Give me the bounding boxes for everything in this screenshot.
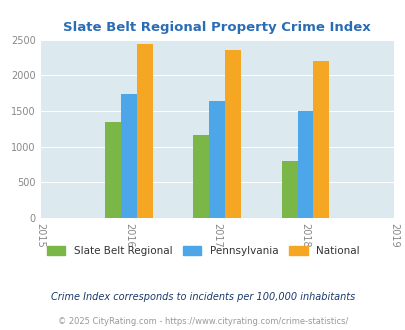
Bar [136,44,152,218]
Bar [105,121,121,218]
Bar [193,135,209,218]
Bar [209,101,225,218]
Bar [281,161,297,218]
Bar [225,50,241,218]
Text: Crime Index corresponds to incidents per 100,000 inhabitants: Crime Index corresponds to incidents per… [51,292,354,302]
Title: Slate Belt Regional Property Crime Index: Slate Belt Regional Property Crime Index [63,21,370,34]
Bar [313,61,328,218]
Legend: Slate Belt Regional, Pennsylvania, National: Slate Belt Regional, Pennsylvania, Natio… [42,242,363,260]
Bar [121,94,136,218]
Bar [297,111,313,218]
Text: © 2025 CityRating.com - https://www.cityrating.com/crime-statistics/: © 2025 CityRating.com - https://www.city… [58,317,347,326]
